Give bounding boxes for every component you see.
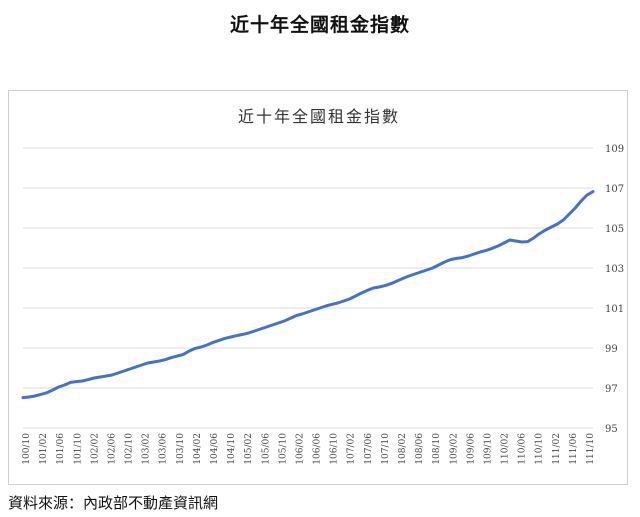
y-axis-ticks: 95 97 99 101 103 105 107 109 xyxy=(605,144,624,435)
x-tick-label: 108/02 xyxy=(398,433,408,465)
x-tick-label: 104/06 xyxy=(210,433,220,465)
x-tick-label: 103/02 xyxy=(142,433,152,465)
x-tick-label: 102/10 xyxy=(125,433,135,465)
x-tick-label: 105/10 xyxy=(278,433,288,465)
x-tick-label: 105/06 xyxy=(261,433,271,465)
x-tick-label: 111/06 xyxy=(569,433,579,465)
x-tick-label: 102/06 xyxy=(107,433,117,465)
y-tick-label: 107 xyxy=(605,184,624,195)
series-line xyxy=(21,190,595,400)
x-tick-label: 103/06 xyxy=(159,433,169,465)
y-tick-label: 103 xyxy=(605,264,624,275)
x-tick-label: 101/10 xyxy=(73,433,83,465)
series-layer xyxy=(21,190,595,400)
x-tick-label: 109/02 xyxy=(449,433,459,465)
y-tick-label: 101 xyxy=(605,304,624,315)
x-tick-label: 107/02 xyxy=(347,433,357,465)
source-note: 資料來源：內政部不動產資訊網 xyxy=(8,494,219,512)
x-tick-label: 110/06 xyxy=(518,433,528,465)
x-tick-label: 101/06 xyxy=(56,433,66,465)
y-tick-label: 97 xyxy=(605,384,618,395)
chart-title: 近十年全國租金指數 xyxy=(238,107,400,126)
page-heading: 近十年全國租金指數 xyxy=(229,14,410,36)
x-tick-label: 108/10 xyxy=(432,433,442,465)
x-tick-label: 110/02 xyxy=(501,433,511,465)
y-tick-label: 95 xyxy=(605,424,618,435)
x-tick-label: 110/10 xyxy=(535,433,545,465)
x-tick-label: 104/02 xyxy=(193,433,203,465)
x-tick-label: 103/10 xyxy=(176,433,186,465)
x-axis-ticks: 100/10 101/02 101/06 101/10 102/02 102/06 102/… xyxy=(22,433,596,465)
y-tick-label: 109 xyxy=(605,144,624,155)
gridlines xyxy=(23,147,593,429)
x-tick-label: 109/10 xyxy=(483,433,493,465)
x-tick-label: 108/06 xyxy=(415,433,425,465)
x-tick-label: 106/10 xyxy=(330,433,340,465)
x-tick-label: 111/02 xyxy=(552,433,562,465)
x-tick-label: 102/02 xyxy=(90,433,100,465)
x-tick-label: 100/10 xyxy=(22,433,32,465)
x-tick-label: 105/02 xyxy=(244,433,254,465)
chart-frame: 近十年全國租金指數 95 97 99 101 103 105 107 109 100/10 10… xyxy=(8,90,628,485)
y-tick-label: 99 xyxy=(605,344,618,355)
x-tick-label: 104/10 xyxy=(227,433,237,465)
y-tick-label: 105 xyxy=(605,224,624,235)
x-tick-label: 106/06 xyxy=(313,433,323,465)
x-tick-label: 109/06 xyxy=(466,433,476,465)
x-tick-label: 111/10 xyxy=(586,433,596,465)
x-tick-label: 106/02 xyxy=(295,433,305,465)
x-tick-label: 107/10 xyxy=(381,433,391,465)
x-tick-label: 107/06 xyxy=(364,433,374,465)
x-tick-label: 101/02 xyxy=(39,433,49,465)
